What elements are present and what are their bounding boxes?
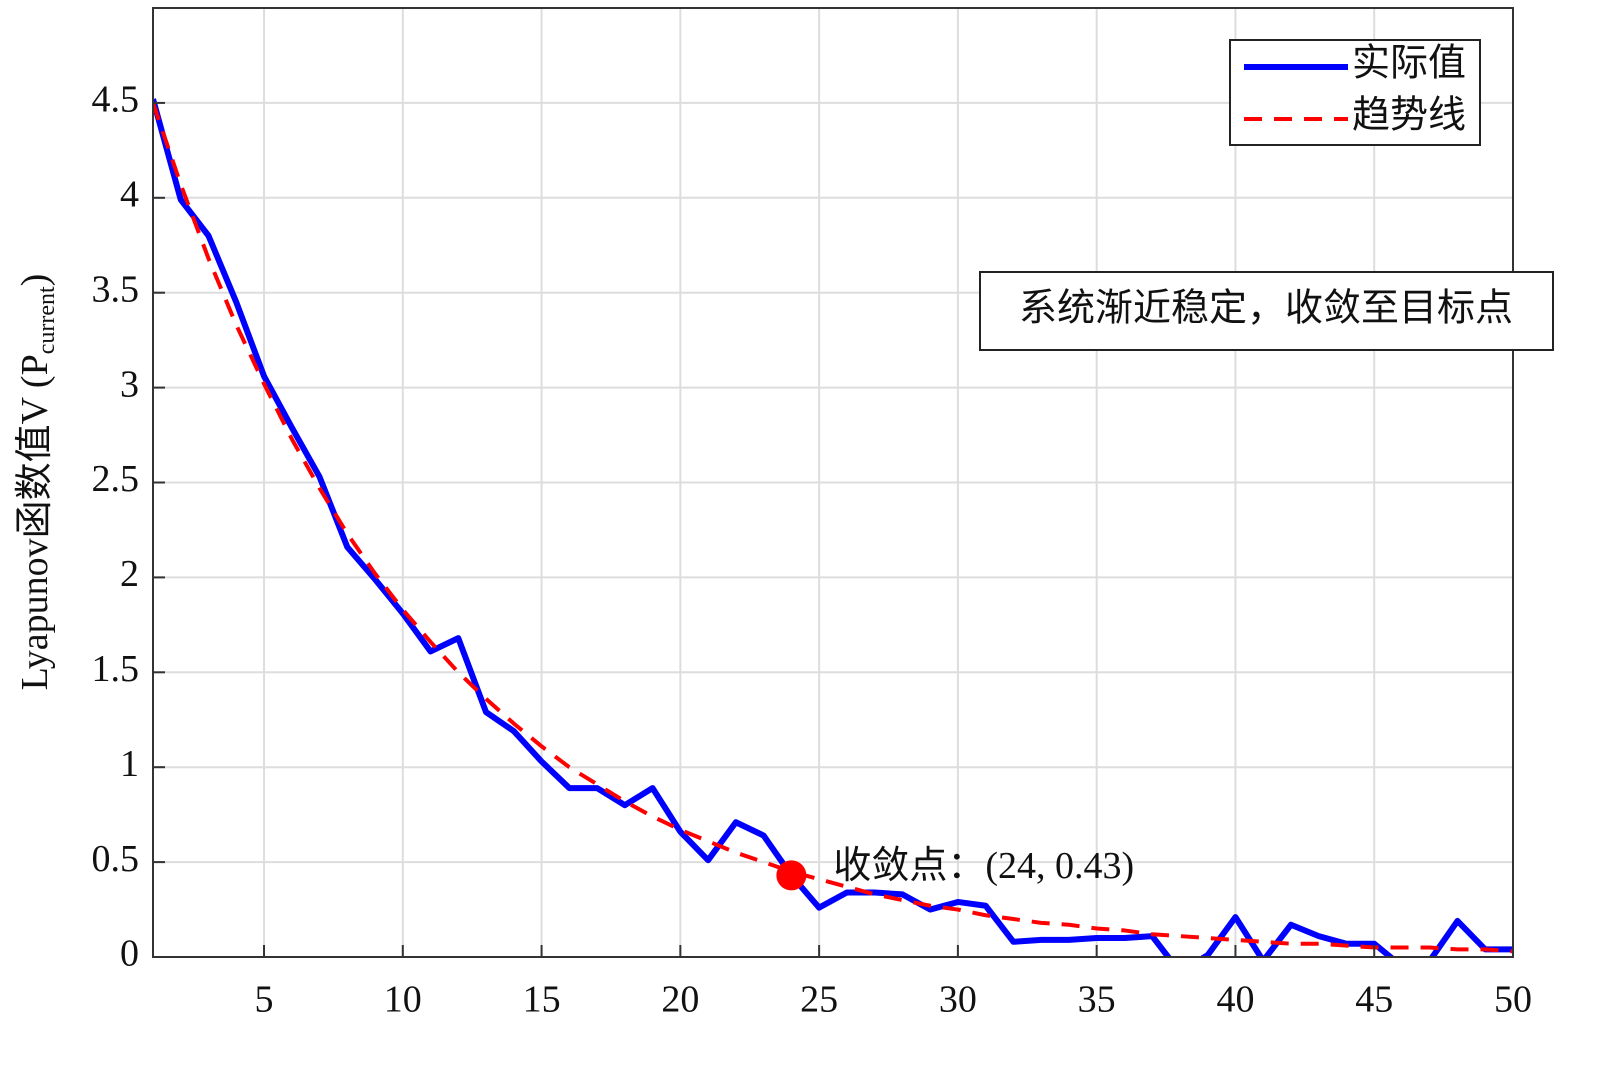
x-tick-label: 10 [384, 979, 422, 1021]
text-box-label: 系统渐近稳定，收敛至目标点 [1019, 288, 1513, 330]
y-tick-label: 0 [120, 933, 139, 975]
y-tick-label: 0.5 [92, 838, 140, 880]
y-tick-label: 4.5 [92, 79, 140, 121]
y-label-main: Lyapunov函数值V (P [14, 354, 56, 690]
x-tick-label: 20 [661, 979, 699, 1021]
y-label-sub: current [34, 286, 60, 354]
y-tick-label: 2.5 [92, 458, 140, 500]
x-tick-label: 15 [523, 979, 561, 1021]
x-tick-label: 30 [939, 979, 977, 1021]
y-tick-label: 1 [120, 743, 139, 785]
x-tick-label: 40 [1216, 979, 1254, 1021]
y-label-end: ) [14, 274, 56, 287]
series-line [153, 102, 1513, 954]
x-tick-label: 45 [1355, 979, 1393, 1021]
y-tick-label: 1.5 [92, 648, 140, 690]
text-box [979, 271, 1554, 351]
x-tick-label: 25 [800, 979, 838, 1021]
y-tick-label: 2 [120, 553, 139, 595]
x-tick-label: 35 [1078, 979, 1116, 1021]
series-line [153, 98, 1513, 957]
convergence-label: 收敛点：(24, 0.43) [833, 845, 1134, 887]
convergence-point [776, 860, 807, 891]
y-tick-label: 3 [120, 363, 139, 405]
y-tick-label: 4 [120, 174, 139, 216]
legend [1229, 39, 1481, 146]
y-tick-label: 3.5 [92, 268, 140, 310]
x-tick-label: 5 [255, 979, 274, 1021]
y-axis-label: Lyapunov函数值V (Pcurrent) [14, 274, 60, 691]
x-tick-label: 50 [1494, 979, 1532, 1021]
legend-label: 实际值 [1352, 43, 1466, 85]
legend-label: 趋势线 [1352, 95, 1466, 137]
